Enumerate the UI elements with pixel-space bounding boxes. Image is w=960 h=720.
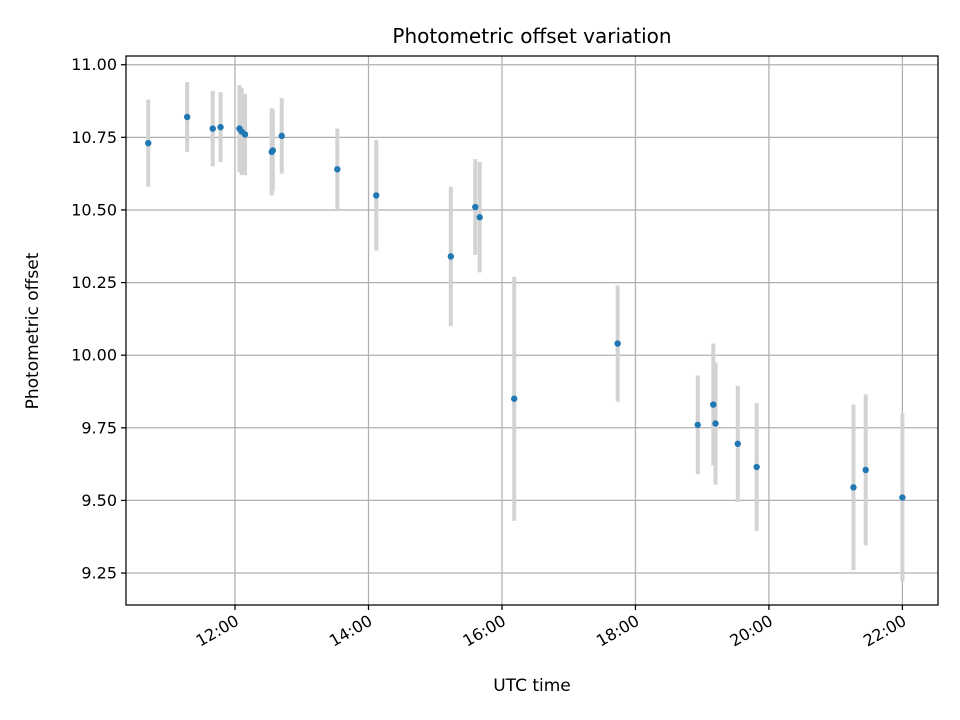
data-point xyxy=(241,131,249,138)
y-tick-label: 9.25 xyxy=(81,564,117,583)
grid xyxy=(126,56,938,605)
x-axis-title: UTC time xyxy=(493,676,571,696)
data-point xyxy=(614,340,621,347)
data-point xyxy=(850,484,857,491)
data-point xyxy=(145,139,152,147)
chart-title: Photometric offset variation xyxy=(392,24,671,48)
data-point xyxy=(447,253,454,260)
data-point xyxy=(209,125,216,132)
y-tick-label: 9.50 xyxy=(81,491,117,510)
data-point xyxy=(269,147,277,154)
data-point xyxy=(278,132,285,140)
y-axis-title: Photometric offset xyxy=(23,252,43,409)
data-point xyxy=(753,463,760,471)
data-point xyxy=(712,420,719,427)
data-point xyxy=(373,192,380,199)
data-point xyxy=(734,440,741,447)
data-point xyxy=(710,401,717,408)
data-point xyxy=(476,214,483,221)
data-point xyxy=(899,494,906,501)
y-tick-label: 10.25 xyxy=(71,273,117,292)
y-tick-label: 11.00 xyxy=(71,55,117,74)
data-points xyxy=(145,113,906,501)
data-point xyxy=(217,123,224,131)
y-tick-label: 9.75 xyxy=(81,418,117,437)
y-tick-label: 10.75 xyxy=(71,128,117,147)
plot-frame xyxy=(125,55,939,606)
data-point xyxy=(862,466,869,474)
data-point xyxy=(694,421,701,429)
data-point xyxy=(511,395,518,402)
data-point xyxy=(334,166,341,173)
y-tick-label: 10.50 xyxy=(71,200,117,219)
y-tick-label: 10.00 xyxy=(71,346,117,365)
data-point xyxy=(472,203,479,211)
data-point xyxy=(183,113,191,121)
